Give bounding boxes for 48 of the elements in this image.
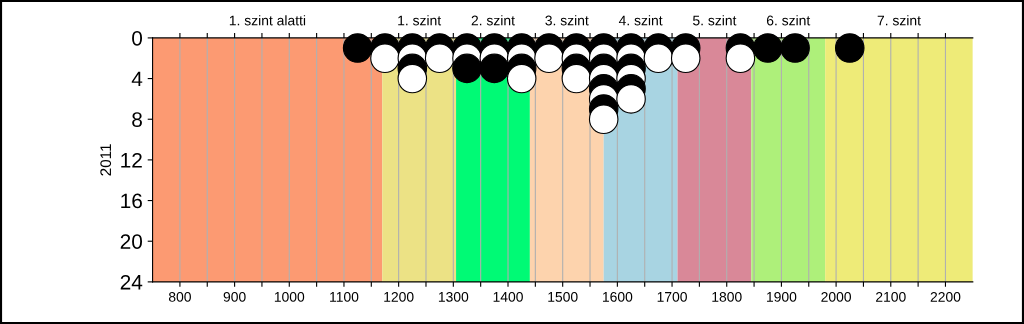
x-tick-label: 2100 <box>876 291 906 302</box>
y-tick-label: 24 <box>120 274 143 290</box>
x-tick-label: 1300 <box>438 291 469 302</box>
band-label: 2. szint <box>471 15 515 26</box>
x-tick-label: 900 <box>223 291 246 302</box>
point <box>452 53 482 84</box>
point <box>506 63 537 94</box>
band-label: 1. szint alatti <box>229 15 306 26</box>
x-tick-label: 800 <box>168 291 191 302</box>
point <box>370 43 400 74</box>
band-label: 5. szint <box>692 15 737 26</box>
point <box>780 33 810 63</box>
band-label: 4. szint <box>618 15 663 26</box>
x-tick-label: 1200 <box>384 291 414 302</box>
point <box>479 53 510 84</box>
point <box>534 43 564 74</box>
point <box>561 63 592 94</box>
point <box>342 33 373 63</box>
y-tick-label: 16 <box>121 193 142 209</box>
x-tick-label: 1500 <box>548 291 578 302</box>
y-tick-label: 12 <box>121 152 142 168</box>
y-tick-label: 20 <box>120 234 143 249</box>
band-label: 6. szint <box>766 15 811 26</box>
point <box>834 33 865 63</box>
point <box>643 43 674 74</box>
x-tick-label: 2200 <box>930 291 961 302</box>
point <box>616 84 646 114</box>
y-tick-label: 0 <box>132 30 143 46</box>
band-label: 7. szint <box>877 15 921 26</box>
point <box>424 43 455 74</box>
x-tick-label: 1800 <box>712 291 742 302</box>
point <box>397 63 428 94</box>
y-axis-title: 2011 <box>100 144 112 176</box>
point <box>752 33 783 63</box>
x-tick-label: 1700 <box>657 291 687 302</box>
y-tick-label: 8 <box>132 112 142 127</box>
x-tick-label: 1600 <box>602 291 633 302</box>
x-tick-label: 1000 <box>274 291 305 302</box>
point <box>588 104 619 135</box>
band-label: 1. szint <box>398 15 442 26</box>
x-tick-label: 2000 <box>821 291 851 302</box>
point <box>670 43 701 74</box>
point <box>725 43 756 74</box>
x-tick-label: 1100 <box>330 291 359 302</box>
x-tick-label: 1900 <box>767 291 797 302</box>
y-tick-label: 4 <box>131 71 143 87</box>
x-tick-label: 1400 <box>493 291 523 302</box>
band-label: 3. szint <box>545 15 589 26</box>
